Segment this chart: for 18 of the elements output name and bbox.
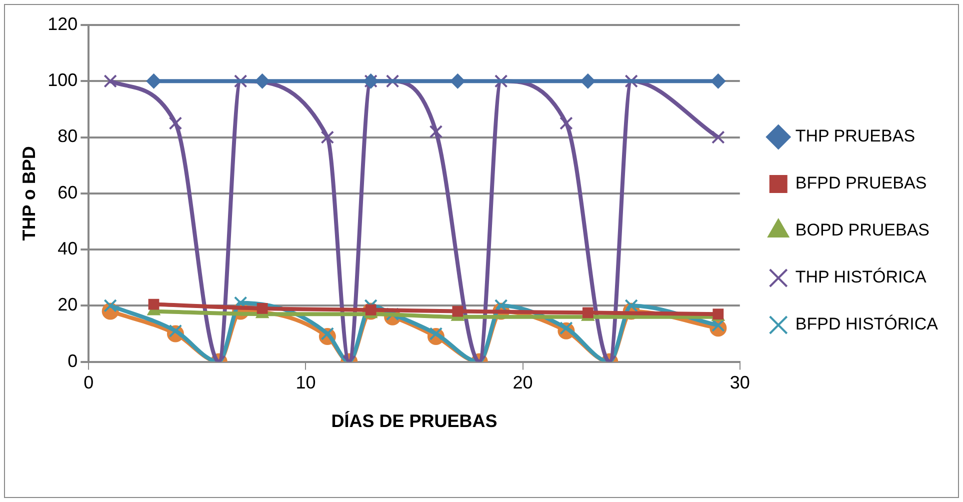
x-tick-label: 30 — [730, 372, 750, 393]
legend-label: BOPD PRUEBAS — [795, 220, 930, 240]
y-tick-label: 20 — [58, 294, 78, 315]
legend-label: BFPD PRUEBAS — [795, 174, 927, 193]
legend-label: THP PRUEBAS — [795, 126, 916, 146]
x-tick-label: 20 — [512, 372, 533, 393]
y-tick-label: 120 — [48, 14, 78, 34]
legend-label: THP HISTÓRICA — [795, 268, 928, 287]
y-tick-label: 100 — [48, 70, 78, 90]
legend-label: BFPD HISTÓRICA — [795, 314, 939, 334]
y-tick-label: 40 — [58, 238, 78, 258]
x-tick-label: 0 — [84, 372, 94, 393]
y-tick-label: 60 — [58, 182, 78, 202]
y-tick-label: 80 — [58, 126, 78, 146]
x-tick-label: 10 — [296, 372, 316, 393]
y-axis-title: THP o BPD — [18, 146, 39, 241]
x-axis-title: DÍAS DE PRUEBAS — [331, 411, 498, 432]
y-tick-label: 0 — [68, 350, 78, 371]
